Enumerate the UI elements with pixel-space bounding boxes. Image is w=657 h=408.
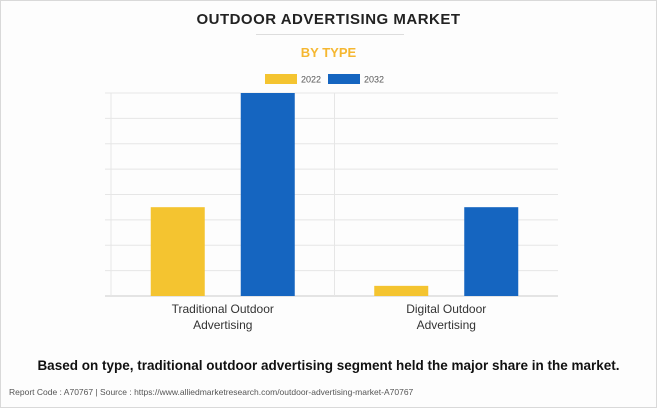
- x-tick-label: Digital Outdoor: [406, 302, 486, 316]
- legend-label-2022: 2022: [301, 75, 321, 85]
- bar-2032-0: [240, 93, 295, 296]
- source-footer: Report Code : A70767 | Source : https://…: [9, 387, 414, 397]
- bar-chart: 2022 2032 Traditional Outdoor Advertising D…: [105, 74, 558, 332]
- legend-swatch-2022: [265, 74, 297, 84]
- bar-2022-1: [374, 285, 429, 296]
- legend-swatch-2032: [328, 74, 360, 84]
- x-tick-label: Traditional Outdoor: [172, 302, 274, 316]
- legend-label-2032: 2032: [364, 75, 384, 85]
- chart-title: OUTDOOR ADVERTISING MARKET: [196, 11, 461, 28]
- x-axis-labels: Traditional Outdoor Advertising Digital Ou…: [172, 302, 487, 332]
- bar-2022-0: [150, 207, 205, 296]
- bar-2032-1: [464, 207, 519, 296]
- x-tick-label: Advertising: [417, 318, 476, 332]
- chart-caption: Based on type, traditional outdoor adver…: [37, 358, 620, 373]
- title-divider: [256, 34, 404, 35]
- x-tick-label: Advertising: [193, 318, 252, 332]
- legend: 2022 2032: [265, 74, 384, 85]
- bars: [150, 93, 519, 296]
- chart-subtitle: BY TYPE: [300, 45, 357, 60]
